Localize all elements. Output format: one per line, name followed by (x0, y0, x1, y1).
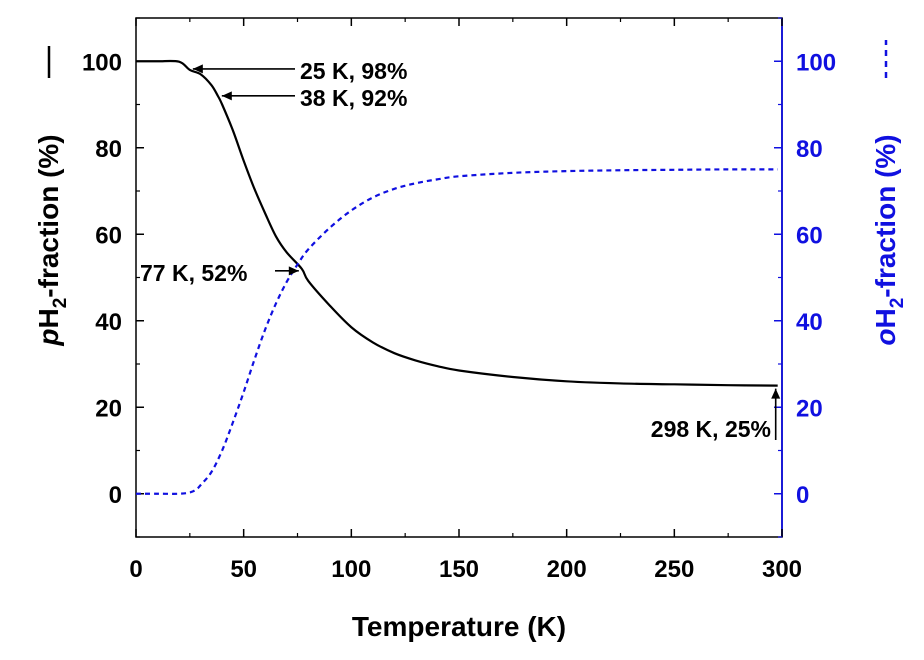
x-tick-label-3: 150 (439, 556, 479, 583)
left-axis-title: pH2-fraction (%) (33, 46, 71, 347)
annotation-label-0: 25 K, 98% (300, 58, 407, 84)
y-right-tick-label-5: 100 (796, 49, 836, 76)
series-layer (135, 59, 778, 495)
right-axis-title: oH2-fraction (%) (870, 40, 908, 346)
annotation-label-2: 77 K, 52% (140, 260, 247, 286)
annotation-arrow-0-head (192, 64, 203, 74)
annotation-label-3: 298 K, 25% (651, 416, 771, 442)
svg-text:oH2-fraction (%): oH2-fraction (%) (870, 134, 908, 345)
y-left-tick-label-1: 20 (95, 395, 122, 422)
y-right-tick-label-1: 20 (796, 395, 823, 422)
y-right-tick-label-2: 40 (796, 309, 823, 336)
y-right-tick-label-0: 0 (796, 482, 809, 509)
x-tick-label-5: 250 (654, 556, 694, 583)
left-axis-title-italic: p (33, 329, 64, 347)
right-axis-title-sub: 2 (887, 298, 908, 309)
y-left-tick-label-3: 60 (95, 222, 122, 249)
annotation-arrow-3-head (771, 388, 781, 399)
y-left-tick-label-0: 0 (109, 482, 122, 509)
annotation-label-1: 38 K, 92% (300, 85, 407, 111)
y-left-tick-label-4: 80 (95, 136, 122, 163)
annotation-arrow-2-head (288, 266, 299, 276)
series-line-oH2 (136, 168, 778, 495)
x-tick-label-1: 50 (230, 556, 257, 583)
left-axis-title-base: H (33, 308, 64, 328)
left-axis-title-sub: 2 (50, 298, 71, 309)
right-axis-ticks: 0 20 40 60 80 100 (774, 17, 836, 538)
series-line-pH2 (135, 59, 778, 387)
x-tick-label-4: 200 (547, 556, 587, 583)
left-axis-ticks: 0 20 40 60 80 100 (82, 17, 144, 538)
right-axis-title-italic: o (870, 329, 901, 346)
x-tick-label-6: 300 (762, 556, 802, 583)
svg-text:pH2-fraction (%): pH2-fraction (%) (33, 134, 71, 346)
y-right-tick-label-4: 80 (796, 136, 823, 163)
y-left-tick-label-5: 100 (82, 49, 122, 76)
y-right-tick-label-3: 60 (796, 222, 823, 249)
right-axis-title-rest: -fraction (%) (870, 134, 901, 297)
left-axis-title-rest: -fraction (%) (33, 134, 64, 297)
x-tick-label-2: 100 (331, 556, 371, 583)
right-axis-title-base: H (870, 308, 901, 328)
annotation-arrow-1-head (221, 91, 232, 101)
x-tick-label-0: 0 (129, 556, 142, 583)
y-left-tick-label-2: 40 (95, 309, 122, 336)
x-axis-title: Temperature (K) (352, 611, 566, 642)
annotations-layer: 25 K, 98%38 K, 92% 77 K, 52% 298 K, 25% (140, 58, 781, 442)
x-axis-ticks: 0 50 100 150 200 250 300 (129, 18, 802, 583)
